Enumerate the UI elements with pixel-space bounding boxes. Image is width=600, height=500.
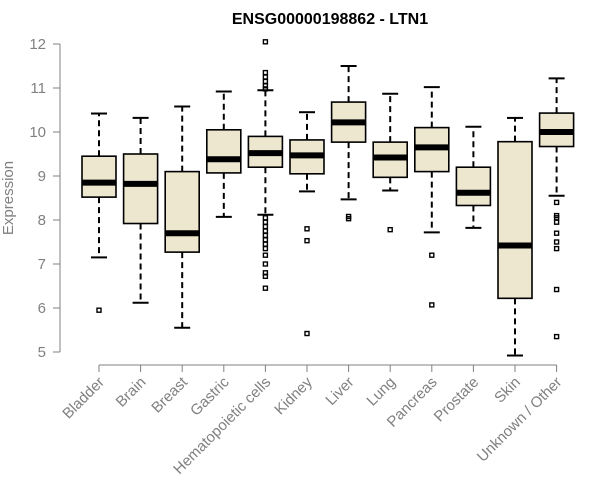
outlier-point [262,223,269,230]
y-tick-label: 8 [38,212,46,229]
iqr-box [122,153,159,225]
y-tick-label: 11 [30,80,46,97]
box-group [206,90,242,218]
outlier-point [304,226,310,232]
outlier-point [262,252,269,258]
x-tick-label: Lung [363,374,399,410]
y-tick-label: 5 [38,344,46,361]
outlier-point [262,285,269,291]
outlier-point [429,252,435,258]
y-tick-label: 12 [29,36,46,53]
outlier-point [553,219,560,225]
box-group [247,39,284,291]
x-tick-label: Brain [113,374,150,411]
box-group [497,116,533,357]
outlier-point [262,245,269,252]
outlier-point [262,39,269,45]
y-tick-label: 10 [29,124,46,141]
x-tick-label: Bladder [59,374,108,423]
outlier-point [262,228,269,234]
outlier-point [262,219,269,225]
chart-title: ENSG00000198862 - LTN1 [232,11,428,28]
outlier-point [553,333,560,340]
outlier-point [262,261,269,267]
iqr-box [81,155,117,198]
plot-area [81,39,575,357]
x-tick-label: Prostate [431,374,483,426]
outlier-point [262,78,269,85]
box-group [330,65,367,222]
outlier-point [262,273,269,280]
outlier-point [304,237,310,244]
x-tick-label: Skin [491,374,524,407]
y-axis-label: Expression [0,161,17,235]
box-group [164,105,200,329]
outlier-point [262,74,269,80]
outlier-point [304,330,310,337]
box-group [289,111,325,337]
iqr-box [497,140,533,300]
outlier-point [387,226,393,233]
iqr-box [455,166,492,207]
outlier-point [262,215,269,221]
outlier-point [553,230,560,236]
outlier-point [553,239,560,245]
outlier-point [553,245,560,252]
outlier-point [96,307,102,313]
box-group [455,125,492,229]
x-tick-label: Liver [322,374,357,409]
x-tick-label: Kidney [271,373,316,418]
outlier-point [262,241,269,247]
box-group [413,86,450,308]
y-tick-label: 9 [38,168,46,185]
outlier-point [553,286,560,293]
outlier-point [553,199,560,206]
iqr-box [206,129,242,174]
y-tick-label: 7 [38,256,46,273]
y-axis: 5 6 7 8 9 10 11 12 [29,36,61,361]
outlier-point [262,83,269,89]
box-group [81,112,117,313]
outlier-point [262,232,269,239]
y-tick-label: 6 [38,300,46,317]
outlier-point [429,302,435,308]
outlier-point [262,86,269,92]
iqr-box [164,170,200,253]
box-group [122,116,159,304]
outlier-point [262,237,269,243]
outlier-point [262,69,269,76]
x-tick-label: Breast [148,373,191,416]
outlier-point [345,215,352,222]
box-group [538,77,575,340]
box-group [372,92,409,233]
